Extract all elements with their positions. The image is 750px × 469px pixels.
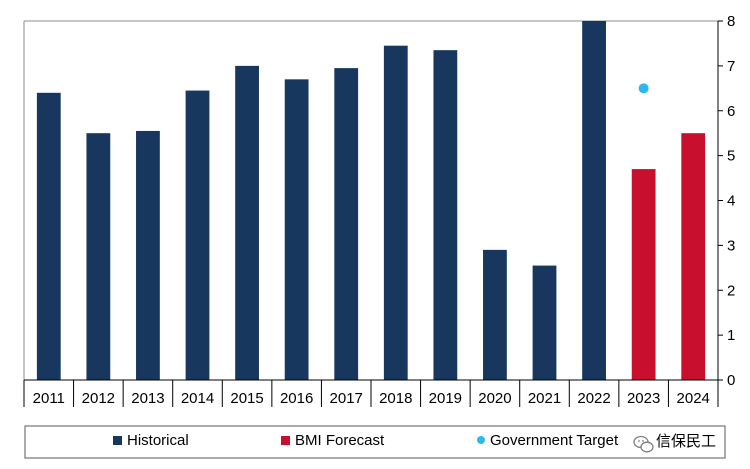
marker-government-target-2023 [638, 83, 649, 94]
x-tick-label-2024: 2024 [677, 390, 710, 407]
legend: Historical BMI Forecast Government Targe… [24, 425, 726, 459]
plot-frame [23, 20, 718, 380]
x-tick-label-2015: 2015 [230, 390, 263, 407]
x-tick-label-2023: 2023 [627, 390, 660, 407]
legend-marker-government-target [477, 436, 485, 444]
legend-swatch-bmi-forecast [281, 436, 290, 445]
y-tick-label-6: 6 [727, 103, 735, 120]
legend-label-government-target: Government Target [490, 432, 619, 449]
x-ticks [23, 380, 719, 407]
x-tick-label-2012: 2012 [82, 390, 115, 407]
x-tick-label-2022: 2022 [577, 390, 610, 407]
y-tick-label-1: 1 [727, 327, 735, 344]
bar-bmi-forecast-2024 [681, 133, 706, 380]
y-tick-label-7: 7 [727, 58, 735, 75]
y-tick-label-0: 0 [727, 372, 735, 389]
bar-historical-2011 [36, 92, 61, 381]
y-tick-label-4: 4 [727, 193, 735, 210]
legend-box [24, 425, 726, 459]
x-tick-label-2013: 2013 [131, 390, 164, 407]
watermark: 信保民工 [633, 432, 716, 453]
bar-historical-2012 [86, 133, 111, 380]
y-tick-label-2: 2 [727, 282, 735, 299]
x-tick-label-2019: 2019 [429, 390, 462, 407]
y-tick-label-3: 3 [727, 237, 735, 254]
x-tick-labels: 2011 2012 2013 2014 2015 2016 2017 2018 2019 2020… [33, 390, 710, 407]
x-tick-label-2011: 2011 [33, 390, 65, 407]
bar-historical-2014 [185, 90, 210, 381]
markers-layer [638, 83, 649, 94]
bar-historical-2016 [284, 79, 309, 381]
y-tick-labels: 0 1 2 3 4 5 6 7 8 [727, 13, 735, 389]
x-tick-label-2021: 2021 [528, 390, 561, 407]
wechat-icon [633, 435, 654, 453]
bar-bmi-forecast-2023 [631, 169, 656, 380]
bar-historical-2017 [334, 68, 359, 381]
y-tick-label-5: 5 [727, 148, 735, 165]
x-tick-label-2020: 2020 [478, 390, 511, 407]
x-tick-label-2016: 2016 [280, 390, 313, 407]
bar-historical-2018 [383, 45, 408, 381]
x-tick-label-2017: 2017 [330, 390, 363, 407]
bar-historical-2015 [235, 65, 259, 380]
legend-label-bmi-forecast: BMI Forecast [295, 432, 385, 449]
bar-historical-2019 [433, 50, 458, 380]
bar-historical-2020 [483, 249, 507, 380]
bars-layer [36, 21, 706, 381]
y-tick-label-8: 8 [727, 13, 735, 30]
watermark-text: 信保民工 [656, 432, 716, 450]
legend-label-historical: Historical [127, 432, 189, 449]
bar-historical-2021 [532, 265, 557, 380]
bar-historical-2013 [136, 130, 160, 380]
bar-historical-2022 [582, 21, 606, 380]
legend-swatch-historical [113, 436, 122, 445]
y-ticks [718, 20, 723, 381]
x-tick-label-2014: 2014 [181, 390, 214, 407]
x-tick-label-2018: 2018 [379, 390, 412, 407]
